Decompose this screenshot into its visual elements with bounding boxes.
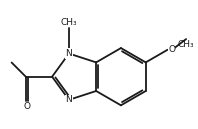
Text: O: O: [23, 102, 30, 111]
Text: CH₃: CH₃: [61, 18, 77, 27]
Text: CH₃: CH₃: [178, 40, 194, 49]
Text: N: N: [66, 95, 72, 104]
Text: O: O: [168, 45, 175, 54]
Text: N: N: [66, 49, 72, 58]
